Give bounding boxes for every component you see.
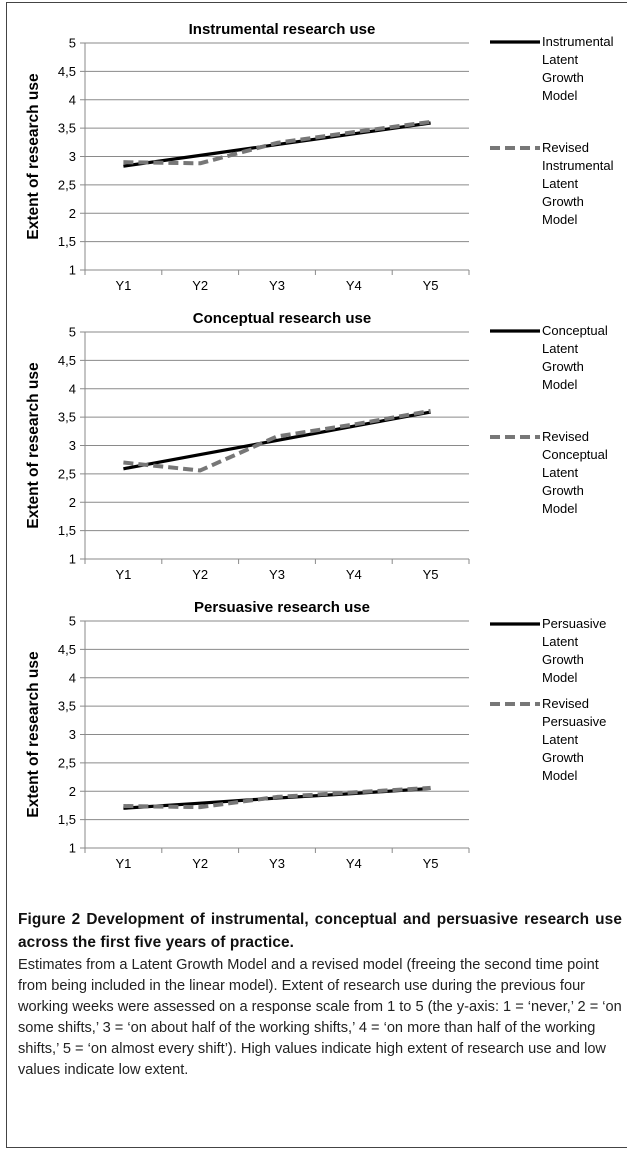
caption-title-period: . [289,934,295,951]
y-axis-label: Extent of research use [25,73,42,240]
x-tick-label: Y2 [192,856,208,871]
x-tick-label: Y3 [269,856,285,871]
chart-title: Instrumental research use [189,21,376,38]
chart-title: Conceptual research use [193,310,371,327]
x-tick-label: Y3 [269,567,285,582]
x-tick-label: Y1 [115,278,131,293]
y-tick-label: 2 [69,495,76,510]
revised-model-line [123,408,431,473]
y-tick-label: 3 [69,727,76,742]
legend-label: Revised Conceptual Latent Growth Model [542,429,608,516]
y-tick-label: 1,5 [58,234,76,249]
y-tick-label: 2,5 [58,466,76,481]
x-tick-label: Y5 [423,278,439,293]
caption-title: Figure 2 Development of instrumental, co… [18,908,622,954]
x-tick-label: Y3 [269,278,285,293]
instrumental-chart: Instrumental research use Extent of resea… [14,21,627,312]
figure-caption: Figure 2 Development of instrumental, co… [18,908,622,1081]
conceptual-chart: Conceptual research use Extent of researc… [14,310,627,601]
y-tick-label: 4,5 [58,353,76,368]
legend-entry: Persuasive Latent Growth Model [490,616,606,685]
latent-growth-model-line [123,410,431,471]
y-tick-label: 4,5 [58,64,76,79]
y-tick-label: 2,5 [58,177,76,192]
x-tick-label: Y5 [423,567,439,582]
y-tick-label: 2 [69,784,76,799]
y-tick-label: 2,5 [58,755,76,770]
y-tick-label: 1 [69,263,76,278]
y-tick-label: 5 [69,36,76,51]
x-tick-label: Y1 [115,567,131,582]
legend-label: Instrumental Latent Growth Model [542,34,614,103]
legend-entry: Instrumental Latent Growth Model [490,34,614,103]
legend-entry: Revised Instrumental Latent Growth Model [490,140,614,227]
y-tick-label: 5 [69,614,76,629]
legend-label: Revised Instrumental Latent Growth Model [542,140,614,227]
y-tick-label: 3,5 [58,410,76,425]
legend-label: Persuasive Latent Growth Model [542,616,606,685]
y-tick-label: 1,5 [58,523,76,538]
x-tick-label: Y2 [192,278,208,293]
figure-frame [6,2,627,1148]
y-tick-label: 3,5 [58,699,76,714]
chart-title: Persuasive research use [194,599,370,616]
chart-svg: Conceptual research use Extent of researc… [25,310,608,582]
revised-model-line [123,119,431,166]
figure-label: Figure 2 [18,911,81,928]
y-tick-label: 3,5 [58,121,76,136]
y-tick-label: 1 [69,841,76,856]
x-tick-label: Y1 [115,856,131,871]
y-tick-label: 1 [69,552,76,567]
y-tick-label: 4 [69,381,76,396]
y-tick-label: 4 [69,92,76,107]
y-tick-label: 3 [69,149,76,164]
caption-title-text: Development of instrumental, conceptual … [18,911,622,951]
y-tick-label: 5 [69,325,76,340]
persuasive-chart: Persuasive research use Extent of researc… [14,599,627,890]
chart-svg: Persuasive research use Extent of researc… [25,599,606,871]
legend-label: Revised Persuasive Latent Growth Model [542,696,606,783]
x-tick-label: Y4 [346,856,362,871]
x-tick-label: Y5 [423,856,439,871]
y-tick-label: 2 [69,206,76,221]
y-axis-label: Extent of research use [25,651,42,818]
legend-entry: Conceptual Latent Growth Model [490,323,608,392]
revised-model-line [123,785,431,810]
y-tick-label: 3 [69,438,76,453]
y-tick-label: 4 [69,670,76,685]
x-tick-label: Y4 [346,278,362,293]
y-tick-label: 1,5 [58,812,76,827]
chart-svg: Instrumental research use Extent of resea… [25,21,614,293]
legend-entry: Revised Persuasive Latent Growth Model [490,696,606,783]
caption-body: Estimates from a Latent Growth Model and… [18,957,622,1078]
x-tick-label: Y4 [346,567,362,582]
legend-entry: Revised Conceptual Latent Growth Model [490,429,608,516]
y-axis-label: Extent of research use [25,362,42,529]
y-tick-label: 4,5 [58,642,76,657]
x-tick-label: Y2 [192,567,208,582]
legend-label: Conceptual Latent Growth Model [542,323,608,392]
